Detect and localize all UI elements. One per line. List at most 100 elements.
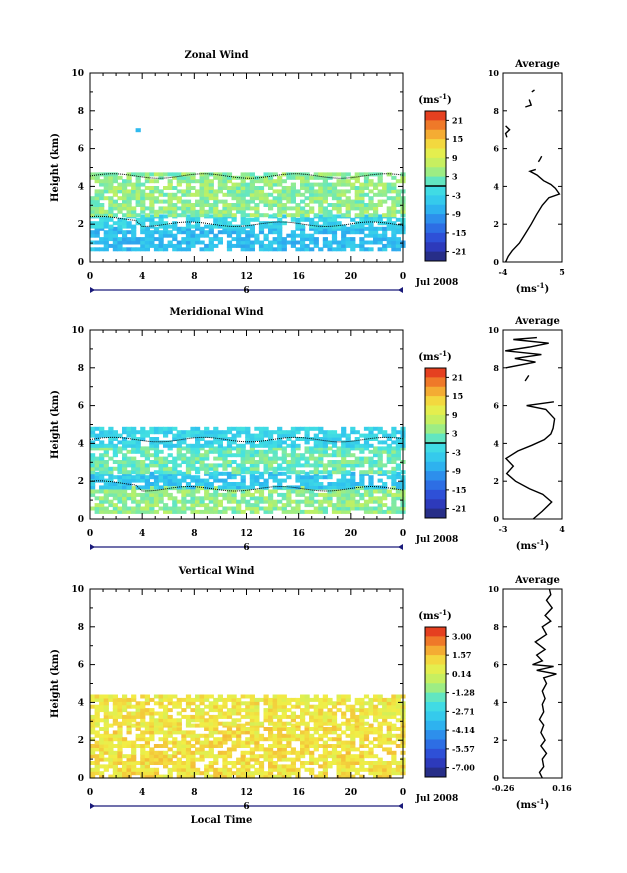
heatmap-cell [112,757,118,762]
heatmap-cell [181,179,187,184]
heatmap-cell [240,182,246,187]
heatmap-cell [181,172,187,177]
heatmap-cell [254,496,260,501]
heatmap-cell [112,221,118,226]
heatmap-cell [131,754,137,759]
heatmap-cell [309,761,315,765]
heatmap-cell [377,192,383,197]
heatmap-cell [94,718,100,723]
heatmap-cell [135,727,141,731]
heatmap-cell [368,433,374,438]
heatmap-cell [245,771,251,776]
heatmap-cell [354,489,360,494]
heatmap-cell [277,203,283,207]
heatmap-cell [135,237,141,242]
x-tick-label: 16 [292,272,305,282]
heatmap-cell [345,503,351,508]
heatmap-cell [94,711,100,716]
heatmap-cell [322,449,328,454]
heatmap-cell [122,694,128,699]
heatmap-cell [158,475,164,480]
heatmap-cell [359,230,365,235]
heatmap-cell [268,172,274,177]
heatmap-cell [204,771,210,776]
heatmap-cell [122,509,128,514]
heatmap-cell [112,203,118,207]
heatmap-cell [236,711,242,716]
heatmap-cell [90,206,96,211]
heatmap-cell [300,478,306,483]
heatmap-cell [249,443,255,448]
heatmap-cell [172,767,178,772]
heatmap-cell [286,475,292,480]
heatmap-cell [185,475,192,480]
heatmap-cell [336,723,342,728]
heatmap-cell [304,209,310,214]
heatmap-cell [341,711,347,716]
heatmap-cell [204,456,210,461]
heatmap-cell [363,737,370,742]
heatmap-cell [231,721,237,726]
heatmap-cell [117,240,123,245]
heatmap-cell [249,496,255,501]
heatmap-cell [281,744,287,748]
heatmap-cell [295,430,301,435]
heatmap-cell [290,217,296,222]
heatmap-cell [144,247,150,252]
heatmap-cell [373,485,379,490]
heatmap-cell [391,486,397,491]
heatmap-cell [117,496,123,501]
heatmap-cell [240,509,246,514]
heatmap-cell [195,499,201,504]
heatmap-cell [300,172,306,177]
heatmap-cell [181,767,187,772]
heatmap-cell [163,221,169,226]
heatmap-cell [181,486,187,491]
heatmap-cell [258,426,265,431]
heatmap-cell [208,747,214,752]
heatmap-cell [331,189,338,194]
heatmap-cell [226,453,233,458]
heatmap-cell [272,744,278,748]
heatmap-cell [240,475,246,480]
heatmap-cell [391,226,397,231]
heatmap-cell [300,747,306,752]
heatmap-cell [222,761,228,765]
heatmap-cell [195,757,201,762]
heatmap-cell [368,482,374,486]
heatmap-cell [286,767,292,772]
heatmap-cell [185,226,192,231]
heatmap-cell [245,767,251,772]
heatmap-cell [231,701,237,706]
heatmap-cell [295,697,301,702]
heatmap-cell [126,475,132,480]
heatmap-cell [195,767,201,772]
heatmap-cell [131,747,137,752]
heatmap-cell [226,708,233,713]
heatmap-cell [341,463,347,468]
heatmap-cell [195,221,201,226]
heatmap-cell [336,199,342,204]
heatmap-cell [94,496,100,501]
heatmap-cell [213,221,219,226]
heatmap-cell [236,761,242,765]
heatmap-cell [181,708,187,713]
heatmap-cell [295,437,301,441]
heatmap-cell [304,704,310,709]
heatmap-cell [90,463,96,468]
heatmap-cell [258,721,265,726]
heatmap-cell [149,237,155,242]
heatmap-cell [281,721,287,726]
heatmap-cell [249,694,255,699]
heatmap-cell [263,506,269,511]
heatmap-cell [350,230,356,235]
heatmap-cell [281,186,287,190]
heatmap-cell [322,186,328,190]
heatmap-cell [304,485,310,490]
heatmap-cell [290,757,296,762]
heatmap-cell [395,767,401,772]
heatmap-cell [254,478,260,483]
heatmap-cell [103,733,109,738]
